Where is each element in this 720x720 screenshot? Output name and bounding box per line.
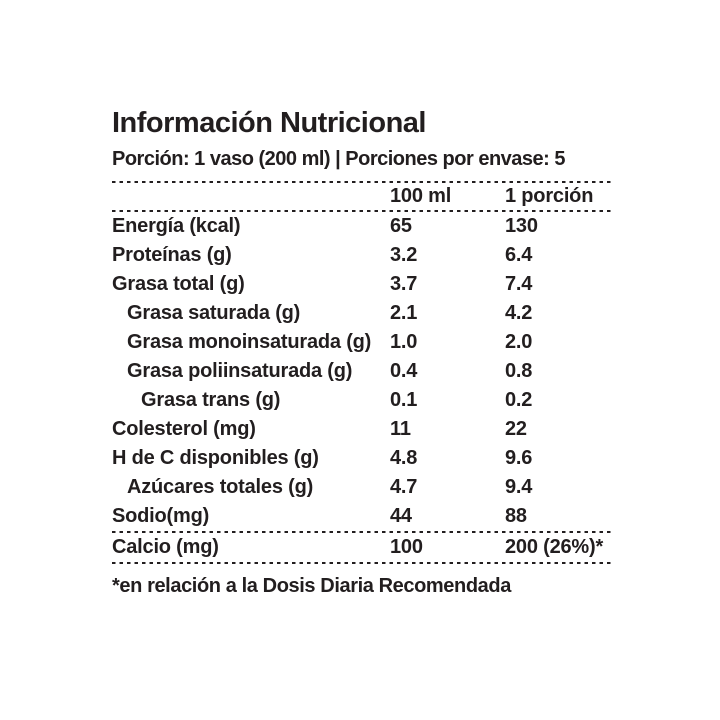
table-row-grasa-monoinsaturada: Grasa monoinsaturada (g) 1.0 2.0 [112, 328, 613, 357]
nutrition-label: Información Nutricional Porción: 1 vaso … [112, 106, 613, 598]
table-row-colesterol: Colesterol (mg) 11 22 [112, 415, 613, 444]
row-value-100ml: 0.4 [390, 360, 418, 382]
row-label: Grasa total (g) [112, 273, 245, 295]
row-value-portion: 6.4 [505, 244, 533, 266]
row-value-portion: 4.2 [505, 302, 533, 324]
row-value-100ml: 2.1 [390, 302, 418, 324]
row-value-100ml: 3.7 [390, 273, 418, 295]
table-row-grasa-total: Grasa total (g) 3.7 7.4 [112, 270, 613, 299]
row-label: Grasa trans (g) [141, 389, 281, 411]
divider-sodio-calcio [112, 531, 613, 533]
row-label: Azúcares totales (g) [127, 476, 314, 498]
row-value-portion: 9.6 [505, 447, 533, 469]
row-label: Proteínas (g) [112, 244, 232, 266]
divider-bottom [112, 562, 613, 564]
row-value-portion: 9.4 [505, 476, 533, 498]
row-value-100ml: 4.8 [390, 447, 418, 469]
row-label: Sodio(mg) [112, 505, 210, 527]
row-value-100ml: 3.2 [390, 244, 418, 266]
row-value-portion: 88 [505, 505, 527, 527]
nutrition-table: 100 ml 1 porción Energía (kcal) 65 130 P… [112, 181, 613, 564]
col-header-100ml: 100 ml [390, 185, 452, 207]
footnote: *en relación a la Dosis Diaria Recomenda… [112, 575, 511, 597]
row-value-portion: 0.8 [505, 360, 533, 382]
row-label: Energía (kcal) [112, 215, 241, 237]
table-row-hdec: H de C disponibles (g) 4.8 9.6 [112, 444, 613, 473]
row-value-100ml: 4.7 [390, 476, 418, 498]
row-label: Calcio (mg) [112, 536, 219, 558]
page-title: Información Nutricional [112, 107, 426, 139]
table-row-sodio: Sodio(mg) 44 88 [112, 502, 613, 531]
row-label: Grasa saturada (g) [127, 302, 301, 324]
row-value-portion: 0.2 [505, 389, 533, 411]
row-value-portion: 130 [505, 215, 538, 237]
row-value-portion: 200 (26%)* [505, 536, 604, 558]
row-value-100ml: 1.0 [390, 331, 418, 353]
table-row-azucares: Azúcares totales (g) 4.7 9.4 [112, 473, 613, 502]
table-row-energia: Energía (kcal) 65 130 [112, 212, 613, 241]
table-row-proteinas: Proteínas (g) 3.2 6.4 [112, 241, 613, 270]
row-label: Grasa monoinsaturada (g) [127, 331, 372, 353]
col-header-portion: 1 porción [505, 185, 594, 207]
divider-top [112, 181, 613, 183]
divider-header [112, 210, 613, 212]
row-label: Grasa poliinsaturada (g) [127, 360, 353, 382]
row-value-100ml: 11 [390, 418, 411, 440]
row-value-100ml: 100 [390, 536, 423, 558]
table-row-grasa-trans: Grasa trans (g) 0.1 0.2 [112, 386, 613, 415]
row-value-portion: 22 [505, 418, 527, 440]
row-value-portion: 7.4 [505, 273, 533, 295]
row-label: H de C disponibles (g) [112, 447, 319, 469]
table-row-grasa-saturada: Grasa saturada (g) 2.1 4.2 [112, 299, 613, 328]
table-row-calcio: Calcio (mg) 100 200 (26%)* [112, 533, 613, 562]
row-value-100ml: 65 [390, 215, 412, 237]
serving-info: Porción: 1 vaso (200 ml) | Porciones por… [112, 148, 566, 170]
table-header-row: 100 ml 1 porción [112, 183, 613, 210]
row-value-portion: 2.0 [505, 331, 533, 353]
row-label: Colesterol (mg) [112, 418, 256, 440]
table-row-grasa-poliinsaturada: Grasa poliinsaturada (g) 0.4 0.8 [112, 357, 613, 386]
row-value-100ml: 0.1 [390, 389, 418, 411]
row-value-100ml: 44 [390, 505, 412, 527]
